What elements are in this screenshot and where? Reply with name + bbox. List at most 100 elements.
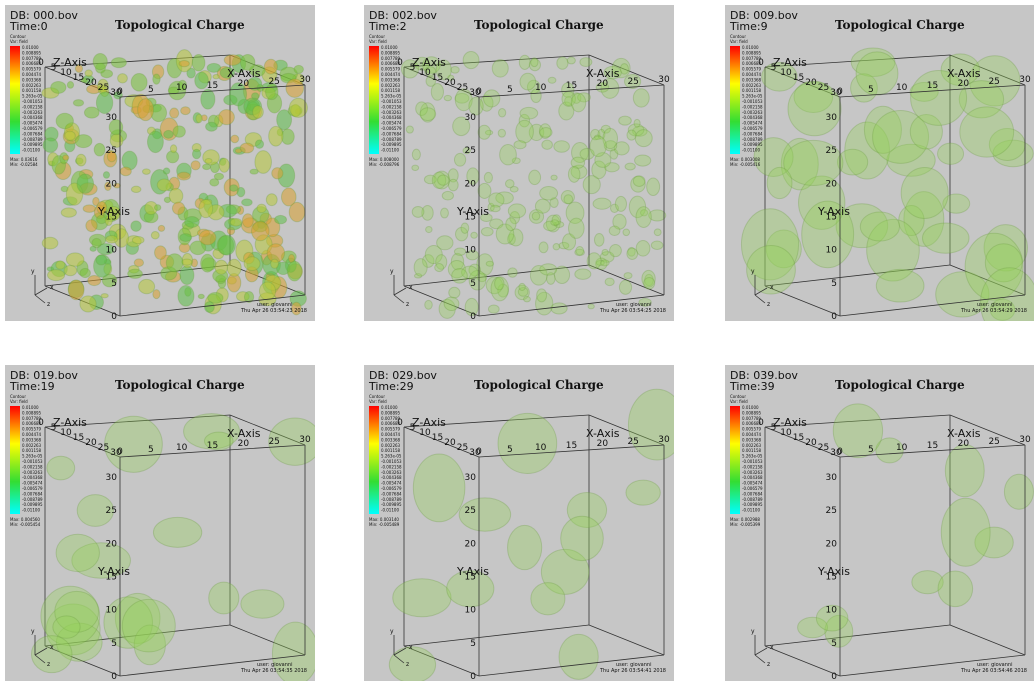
blob xyxy=(780,137,819,191)
legend-label: -0.006579 xyxy=(22,486,43,491)
legend-label: 0.003368 xyxy=(381,437,401,442)
blob xyxy=(405,125,414,134)
date-label: Thu Apr 26 03:54:25 2018 xyxy=(599,308,666,314)
time-label: Time:9 xyxy=(729,20,768,33)
blob xyxy=(593,233,605,247)
blob xyxy=(454,92,470,104)
legend-label: 0.005579 xyxy=(381,427,401,432)
legend-label: 0.006684 xyxy=(381,421,401,426)
blob xyxy=(440,207,449,219)
blob xyxy=(992,139,1034,168)
blob xyxy=(204,157,213,164)
blob xyxy=(114,592,161,644)
x-tick-label: 10 xyxy=(176,83,188,93)
blob xyxy=(634,154,652,167)
x-tick-label: 30 xyxy=(299,75,311,85)
blob xyxy=(239,142,255,154)
blob xyxy=(213,172,225,181)
blob xyxy=(419,107,437,122)
blob xyxy=(198,229,217,246)
z-tick-label: 0 xyxy=(38,58,44,68)
blob xyxy=(91,237,102,249)
blob xyxy=(517,286,529,297)
legend-label: -0.004368 xyxy=(742,115,763,120)
z-tick-label: 10 xyxy=(419,428,431,438)
blob xyxy=(76,173,95,194)
legend-label: -0.007684 xyxy=(22,131,43,136)
db-label: DB: 009.bov xyxy=(730,9,798,22)
blob xyxy=(593,134,602,141)
blob xyxy=(600,124,611,134)
legend-label: -0.006579 xyxy=(742,486,763,491)
blob xyxy=(604,162,620,173)
z-tick-label: 10 xyxy=(60,68,72,78)
blob xyxy=(989,298,1016,321)
blob xyxy=(498,107,507,118)
db-label: DB: 000.bov xyxy=(10,9,78,22)
blob xyxy=(195,113,203,124)
date-label: Thu Apr 26 03:54:23 2018 xyxy=(240,308,307,314)
blob xyxy=(54,590,100,633)
blob xyxy=(92,196,100,207)
blob xyxy=(628,195,647,219)
blob xyxy=(270,258,280,269)
cube-edge xyxy=(764,645,841,677)
z-tick-label: 15 xyxy=(73,433,84,443)
blob xyxy=(203,431,234,451)
blob xyxy=(189,240,207,256)
blob xyxy=(146,130,164,154)
blob xyxy=(40,585,101,647)
y-axis-label: Y-Axis xyxy=(817,205,850,218)
legend-label: -0.002158 xyxy=(22,464,43,469)
z-tick-label: 30 xyxy=(830,448,842,458)
blob xyxy=(184,216,200,228)
legend-label: 0.006684 xyxy=(22,421,42,426)
blob xyxy=(984,243,1023,283)
blob xyxy=(505,217,517,232)
blob xyxy=(462,147,471,155)
z-tick-label: 30 xyxy=(110,448,122,458)
legend-label: -0.006579 xyxy=(381,486,402,491)
legend-label: -0.008789 xyxy=(742,497,763,502)
blob xyxy=(172,125,186,138)
blob xyxy=(460,222,470,234)
legend-label: -0.006579 xyxy=(381,126,402,131)
blob xyxy=(600,259,610,267)
triad-label: z xyxy=(47,301,50,308)
blob xyxy=(540,548,590,595)
blob xyxy=(875,437,904,464)
z-tick-label: 0 xyxy=(38,418,44,428)
legend-heading: Contour xyxy=(10,394,26,399)
blob xyxy=(105,235,119,244)
blob xyxy=(424,299,433,310)
blob xyxy=(497,412,558,474)
triad-label: x xyxy=(409,644,413,651)
legend-variable: Var: field xyxy=(10,399,28,404)
x-tick-label: 5 xyxy=(148,445,154,455)
y-tick-label: 20 xyxy=(106,539,118,549)
blob xyxy=(866,218,920,282)
blob xyxy=(935,271,990,318)
blob xyxy=(130,185,142,194)
min-label: Min: -0.005416 xyxy=(730,162,761,167)
blob xyxy=(438,298,456,319)
legend-label: -0.001053 xyxy=(22,459,43,464)
legend-label: 0.004474 xyxy=(742,432,762,437)
x-tick-label: 10 xyxy=(896,83,908,93)
x-tick-label: 15 xyxy=(927,441,938,451)
blob xyxy=(431,171,447,189)
isosurface xyxy=(400,50,667,319)
z-tick-label: 20 xyxy=(805,438,817,448)
blob xyxy=(470,231,478,239)
blob xyxy=(586,252,602,270)
legend-label: -0.001053 xyxy=(381,99,402,104)
blob xyxy=(133,258,145,268)
triad-label: x xyxy=(50,284,54,291)
blob xyxy=(218,109,235,126)
x-tick-label: 30 xyxy=(299,435,311,445)
cube-edge xyxy=(839,294,1026,317)
blob xyxy=(198,198,214,219)
legend-label: -0.01100 xyxy=(381,508,399,513)
